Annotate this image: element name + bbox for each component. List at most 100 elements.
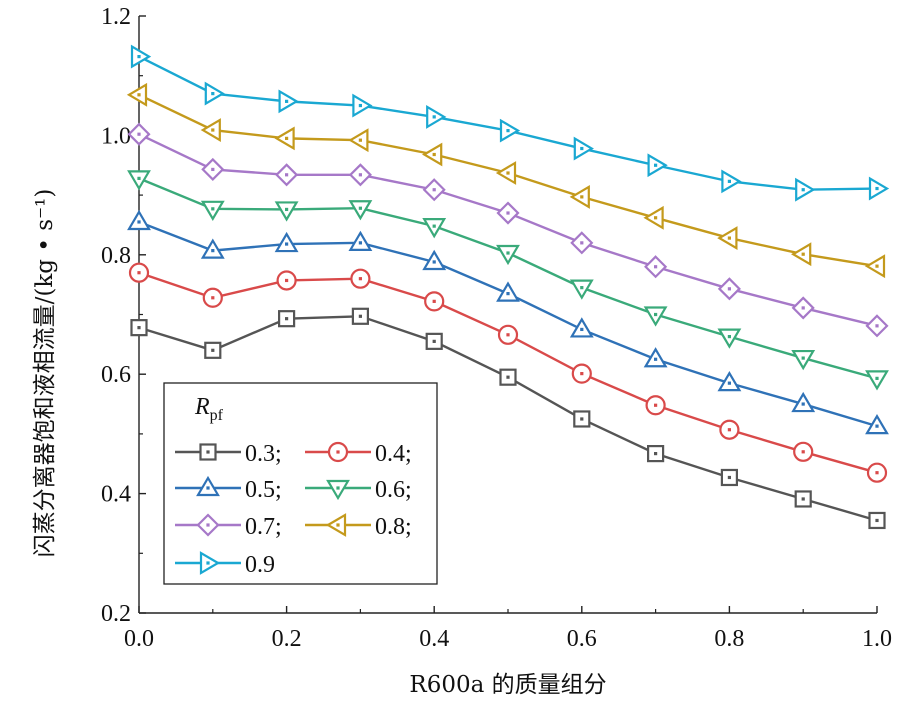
marker-dot bbox=[358, 277, 362, 281]
data-point bbox=[130, 44, 152, 69]
marker-dot bbox=[875, 264, 879, 268]
data-point bbox=[868, 176, 890, 201]
data-point bbox=[200, 238, 225, 259]
marker-dot bbox=[801, 497, 805, 501]
series-0.6 bbox=[127, 170, 889, 391]
marker-dot bbox=[875, 324, 879, 328]
legend-item-0.8: 0.8; bbox=[305, 513, 412, 540]
marker-dot bbox=[432, 115, 436, 119]
legend-marker bbox=[326, 479, 350, 501]
series-0.7 bbox=[127, 122, 889, 338]
legend-marker bbox=[196, 475, 220, 497]
marker-dot bbox=[285, 99, 289, 103]
marker-dot bbox=[137, 93, 141, 97]
marker-dot bbox=[506, 129, 510, 133]
data-point bbox=[127, 209, 151, 231]
data-point bbox=[496, 281, 520, 302]
marker-dot bbox=[432, 188, 436, 192]
marker-dot bbox=[211, 249, 215, 253]
data-point bbox=[426, 104, 447, 129]
marker-dot bbox=[432, 299, 436, 303]
data-point bbox=[791, 296, 815, 320]
data-point bbox=[720, 468, 739, 487]
marker-dot bbox=[654, 163, 658, 167]
data-point bbox=[866, 462, 888, 483]
data-point bbox=[719, 419, 740, 440]
series-line bbox=[138, 93, 878, 268]
x-tick-label: 0.2 bbox=[272, 626, 302, 652]
data-point bbox=[274, 231, 299, 253]
axes: 0.20.40.60.81.01.20.0 0.2 0.4 0.6 0.8 1.0 bbox=[101, 4, 892, 652]
legend-item-0.6: 0.6; bbox=[305, 477, 412, 503]
marker-dot bbox=[580, 195, 584, 199]
data-point bbox=[201, 157, 225, 181]
marker-dot bbox=[801, 252, 805, 256]
marker-dot bbox=[285, 207, 289, 212]
data-point bbox=[496, 201, 520, 225]
legend-label: 0.8; bbox=[375, 514, 412, 540]
data-point bbox=[644, 255, 668, 279]
marker-dot bbox=[432, 260, 436, 264]
data-point bbox=[278, 89, 299, 114]
data-point bbox=[348, 163, 372, 187]
marker-dot bbox=[358, 314, 362, 318]
legend-marker bbox=[199, 443, 217, 461]
marker-dot bbox=[580, 417, 584, 421]
data-point bbox=[127, 170, 151, 191]
marker-dot bbox=[211, 348, 215, 352]
marker-dot bbox=[432, 152, 436, 157]
data-point bbox=[204, 341, 222, 359]
marker-dot bbox=[336, 450, 340, 454]
data-point bbox=[348, 200, 373, 221]
marker-dot bbox=[206, 486, 210, 490]
marker-dot bbox=[211, 296, 215, 300]
x-tick-label: 1.0 bbox=[862, 626, 892, 652]
marker-dot bbox=[358, 103, 362, 108]
data-point bbox=[571, 363, 592, 384]
data-point bbox=[422, 142, 443, 167]
data-point bbox=[647, 153, 668, 178]
data-point bbox=[128, 262, 150, 283]
data-point bbox=[865, 370, 889, 391]
data-point bbox=[573, 136, 594, 161]
data-point bbox=[793, 441, 814, 462]
legend-label: 0.5; bbox=[245, 477, 282, 503]
marker-dot bbox=[580, 327, 584, 332]
marker-dot bbox=[285, 317, 289, 321]
marker-dot bbox=[654, 216, 658, 220]
data-point bbox=[130, 319, 148, 337]
data-point bbox=[495, 161, 517, 185]
series-0.4 bbox=[128, 262, 888, 483]
data-point bbox=[791, 242, 812, 267]
marker-dot bbox=[580, 372, 584, 376]
marker-dot bbox=[654, 312, 658, 317]
data-point bbox=[569, 279, 594, 300]
data-point bbox=[570, 231, 594, 255]
data-point bbox=[275, 163, 299, 187]
data-point bbox=[127, 122, 151, 146]
data-point bbox=[422, 178, 446, 202]
legend-label: 0.3; bbox=[245, 441, 282, 467]
marker-dot bbox=[875, 186, 879, 191]
data-point bbox=[794, 490, 812, 508]
marker-dot bbox=[875, 518, 879, 523]
marker-dot bbox=[875, 376, 879, 380]
marker-dot bbox=[358, 206, 362, 210]
data-point bbox=[645, 395, 666, 416]
marker-dot bbox=[727, 381, 731, 385]
data-point bbox=[868, 511, 886, 530]
data-point bbox=[425, 332, 443, 350]
marker-dot bbox=[506, 292, 510, 296]
marker-dot bbox=[432, 339, 436, 343]
marker-dot bbox=[506, 251, 510, 255]
data-point bbox=[864, 254, 886, 279]
x-tick-label: 0.6 bbox=[567, 626, 597, 652]
y-tick-label: 1.2 bbox=[101, 4, 131, 30]
data-point bbox=[274, 126, 295, 151]
marker-dot bbox=[358, 138, 362, 142]
marker-dot bbox=[580, 241, 584, 245]
legend-label: 0.4; bbox=[375, 441, 412, 467]
series-0.8 bbox=[126, 82, 886, 279]
data-point bbox=[791, 391, 816, 413]
data-point bbox=[643, 205, 664, 230]
